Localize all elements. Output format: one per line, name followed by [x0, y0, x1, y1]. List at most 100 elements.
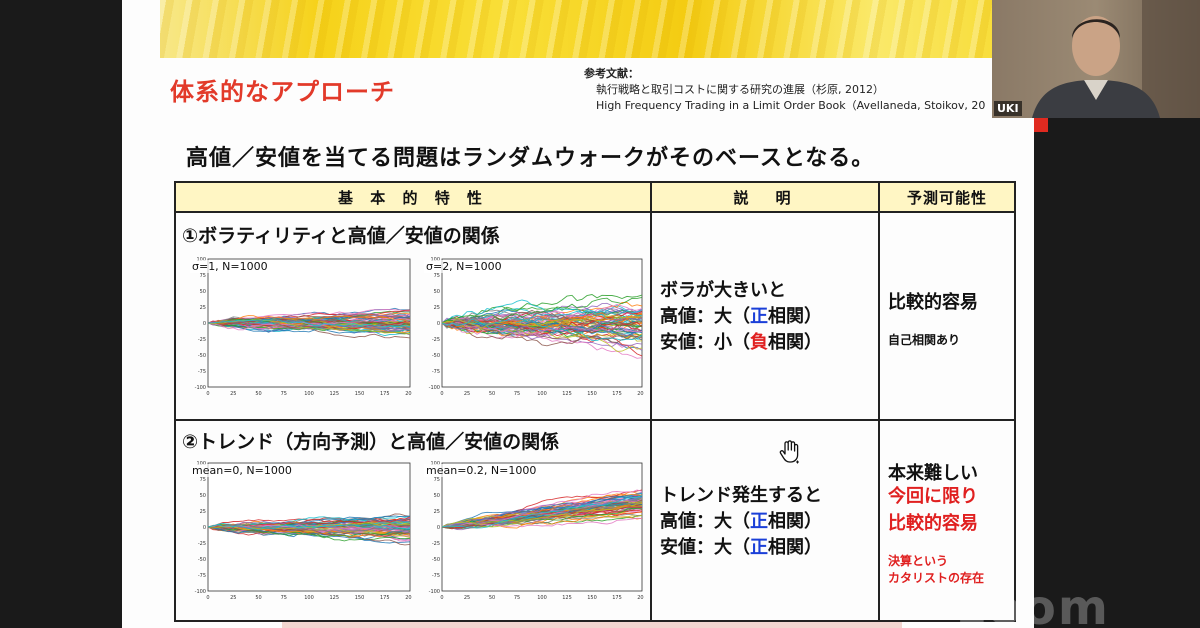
description-trend: トレンド発生すると 高値：大（正相関） 安値：大（正相関） [660, 483, 822, 561]
x-tick-label: 175 [380, 391, 390, 397]
description-text: 相関） [768, 511, 822, 532]
x-tick-label: 100 [537, 391, 547, 397]
slide: 体系的なアプローチ 参考文献： 執行戦略と取引コストに関する研究の進展（杉原, … [122, 0, 1034, 628]
x-tick-label: 150 [587, 595, 597, 601]
correlation-mark: 正 [750, 511, 768, 532]
plot-mean-0-2: 1007550250-25-50-75-10002550751001251501… [418, 461, 647, 605]
column-divider [878, 183, 880, 620]
y-tick-label: -100 [429, 589, 440, 595]
x-tick-label: 0 [206, 391, 209, 397]
description-text: 安値：大（ [660, 537, 750, 558]
y-tick-label: 50 [434, 289, 440, 295]
y-tick-label: 25 [434, 509, 440, 515]
zoom-watermark: zoom [958, 580, 1110, 628]
x-tick-label: 50 [489, 595, 495, 601]
walk-paths [207, 513, 411, 546]
catalyst-note: 決算という カタリストの存在 [888, 553, 984, 587]
catalyst-note-line: カタリストの存在 [888, 571, 985, 585]
y-tick-label: -50 [432, 353, 440, 359]
x-tick-label: 0 [440, 391, 443, 397]
random-walk-chart: 1007550250-25-50-75-10002550751001251501… [429, 257, 647, 397]
description-line: 高値：大（正相関） [660, 509, 822, 535]
row-divider [176, 419, 1014, 421]
x-tick-label: 150 [355, 595, 365, 601]
y-tick-label: -100 [195, 589, 206, 595]
walk-path [441, 315, 643, 332]
participant-video[interactable]: UKI [992, 0, 1200, 118]
walk-path [207, 521, 411, 534]
y-tick-label: 75 [200, 477, 206, 483]
walk-path [441, 315, 642, 329]
x-tick-label: 75 [281, 391, 287, 397]
x-tick-label: 50 [255, 595, 261, 601]
walk-path [441, 317, 643, 331]
y-tick-label: -100 [429, 385, 440, 391]
x-tick-label: 25 [464, 391, 470, 397]
y-tick-label: -75 [198, 369, 206, 375]
x-tick-label: 200 [637, 391, 644, 397]
plot-sigma-1: 1007550250-25-50-75-10002550751001251501… [184, 257, 415, 401]
walk-path [441, 321, 642, 335]
walk-path [207, 523, 411, 531]
description-line: 安値：小（負相関） [660, 330, 822, 356]
y-tick-label: -75 [432, 369, 440, 375]
y-tick-label: -50 [432, 557, 440, 563]
side-indicator [1034, 118, 1048, 132]
x-tick-label: 125 [329, 595, 339, 601]
plot-label: mean=0.2, N=1000 [424, 464, 539, 477]
y-tick-label: 0 [437, 321, 440, 327]
walk-path [207, 319, 411, 327]
x-tick-label: 150 [587, 391, 597, 397]
section-title-trend: ②トレンド（方向予測）と高値／安値の関係 [182, 431, 560, 453]
walk-path [441, 495, 643, 529]
y-tick-label: -25 [198, 337, 206, 343]
x-tick-label: 0 [440, 595, 443, 601]
y-tick-label: 75 [200, 273, 206, 279]
slide-title: 体系的なアプローチ [170, 78, 395, 106]
y-tick-label: 0 [203, 321, 206, 327]
walk-path [207, 320, 411, 336]
plot-label: mean=0, N=1000 [190, 464, 294, 477]
y-tick-label: 50 [200, 289, 206, 295]
walk-path [207, 315, 411, 324]
y-tick-label: -100 [195, 385, 206, 391]
y-tick-label: 0 [203, 525, 206, 531]
random-walk-chart: 1007550250-25-50-75-10002550751001251501… [195, 461, 415, 601]
participant-name: UKI [994, 101, 1022, 116]
walk-path [207, 525, 411, 538]
x-tick-label: 175 [380, 595, 390, 601]
random-walk-chart: 1007550250-25-50-75-10002550751001251501… [195, 257, 415, 397]
walk-paths [441, 489, 643, 531]
walk-path [207, 313, 411, 324]
plot-sigma-2: 1007550250-25-50-75-10002550751001251501… [418, 257, 647, 401]
walk-path [441, 321, 643, 359]
description-line: ボラが大きいと [660, 280, 786, 301]
y-tick-label: -75 [198, 573, 206, 579]
x-tick-label: 75 [514, 391, 520, 397]
x-tick-label: 0 [206, 595, 209, 601]
random-walk-chart: 1007550250-25-50-75-10002550751001251501… [429, 461, 647, 601]
y-tick-label: -50 [198, 557, 206, 563]
x-tick-label: 75 [281, 595, 287, 601]
participant-avatar [992, 0, 1200, 118]
plot-label: σ=1, N=1000 [190, 260, 270, 273]
walk-path [441, 306, 643, 324]
x-tick-label: 100 [304, 391, 314, 397]
y-tick-label: 75 [434, 273, 440, 279]
reference-line-2: High Frequency Trading in a Limit Order … [596, 99, 986, 112]
walk-path [441, 316, 643, 332]
x-tick-label: 200 [405, 391, 412, 397]
walk-path [441, 493, 643, 529]
catalyst-note-line: 決算という [888, 554, 949, 568]
description-text: 相関） [768, 537, 822, 558]
description-text: 相関） [768, 306, 822, 327]
y-tick-label: -75 [432, 573, 440, 579]
walk-path [441, 495, 643, 528]
correlation-mark: 負 [750, 332, 768, 353]
references-label: 参考文献： [584, 67, 639, 80]
predictability-note: 自己相関あり [888, 333, 961, 347]
y-tick-label: 0 [437, 525, 440, 531]
x-tick-label: 175 [612, 595, 622, 601]
description-volatility: ボラが大きいと 高値：大（正相関） 安値：小（負相関） [660, 278, 822, 356]
characteristics-table: 基 本 的 特 性 説 明 予測可能性 ①ボラティリティと高値／安値の関係 10… [174, 181, 1016, 622]
